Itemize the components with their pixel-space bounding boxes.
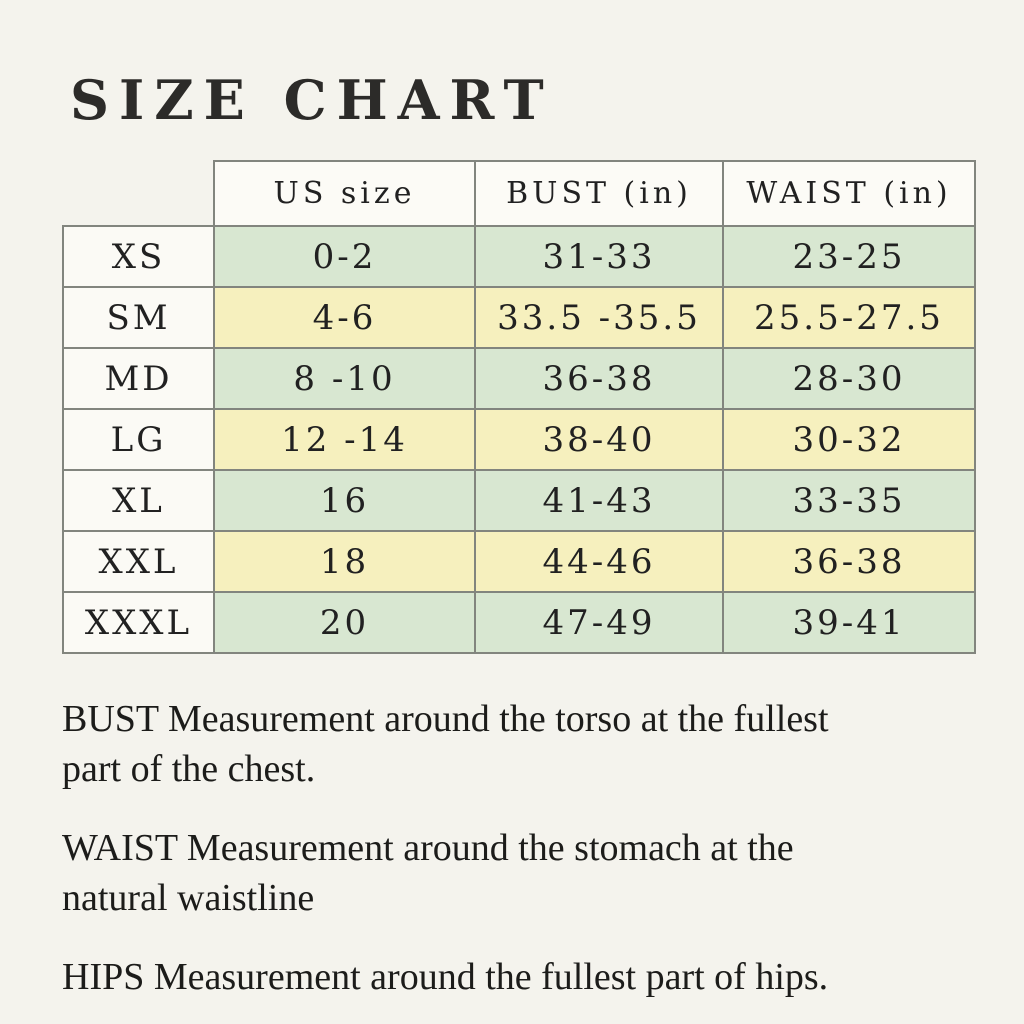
us-size-cell: 4-6 <box>213 286 476 349</box>
size-chart-table: US size BUST (in) WAIST (in) XS 0-2 31-3… <box>62 160 976 654</box>
page-title: SIZE CHART <box>70 68 554 132</box>
table-row-xs: XS 0-2 31-33 23-25 <box>62 225 976 288</box>
size-label-cell: LG <box>62 408 215 471</box>
size-label-cell: SM <box>62 286 215 349</box>
waist-cell: 23-25 <box>722 225 976 288</box>
size-label-cell: XL <box>62 469 215 532</box>
waist-note: WAIST Measurement around the stomach at … <box>62 827 794 919</box>
bust-cell: 33.5 -35.5 <box>474 286 724 349</box>
us-size-cell: 8 -10 <box>213 347 476 410</box>
waist-cell: 25.5-27.5 <box>722 286 976 349</box>
hips-note: HIPS Measurement around the fullest part… <box>62 956 829 998</box>
waist-cell: 33-35 <box>722 469 976 532</box>
bust-note: BUST Measurement around the torso at the… <box>62 698 829 790</box>
header-waist: WAIST (in) <box>722 160 976 227</box>
size-label-cell: MD <box>62 347 215 410</box>
bust-cell: 41-43 <box>474 469 724 532</box>
bust-cell: 44-46 <box>474 530 724 593</box>
bust-cell: 47-49 <box>474 591 724 654</box>
table-header-row: US size BUST (in) WAIST (in) <box>63 160 976 227</box>
waist-cell: 28-30 <box>722 347 976 410</box>
table-row-md: MD 8 -10 36-38 28-30 <box>62 347 976 410</box>
waist-cell: 36-38 <box>722 530 976 593</box>
us-size-cell: 20 <box>213 591 476 654</box>
bust-cell: 31-33 <box>474 225 724 288</box>
size-label-cell: XXXL <box>62 591 215 654</box>
table-row-xxxl: XXXL 20 47-49 39-41 <box>62 591 976 654</box>
waist-cell: 39-41 <box>722 591 976 654</box>
header-bust: BUST (in) <box>474 160 724 227</box>
header-us-size: US size <box>213 160 476 227</box>
us-size-cell: 0-2 <box>213 225 476 288</box>
us-size-cell: 12 -14 <box>213 408 476 471</box>
table-row-xl: XL 16 41-43 33-35 <box>62 469 976 532</box>
size-label-cell: XXL <box>62 530 215 593</box>
measurement-notes: BUST Measurement around the torso at the… <box>62 694 992 1024</box>
waist-cell: 30-32 <box>722 408 976 471</box>
table-row-sm: SM 4-6 33.5 -35.5 25.5-27.5 <box>62 286 976 349</box>
us-size-cell: 18 <box>213 530 476 593</box>
us-size-cell: 16 <box>213 469 476 532</box>
size-label-cell: XS <box>62 225 215 288</box>
bust-cell: 38-40 <box>474 408 724 471</box>
table-row-lg: LG 12 -14 38-40 30-32 <box>62 408 976 471</box>
corner-cell <box>63 161 214 226</box>
bust-cell: 36-38 <box>474 347 724 410</box>
table-row-xxl: XXL 18 44-46 36-38 <box>62 530 976 593</box>
